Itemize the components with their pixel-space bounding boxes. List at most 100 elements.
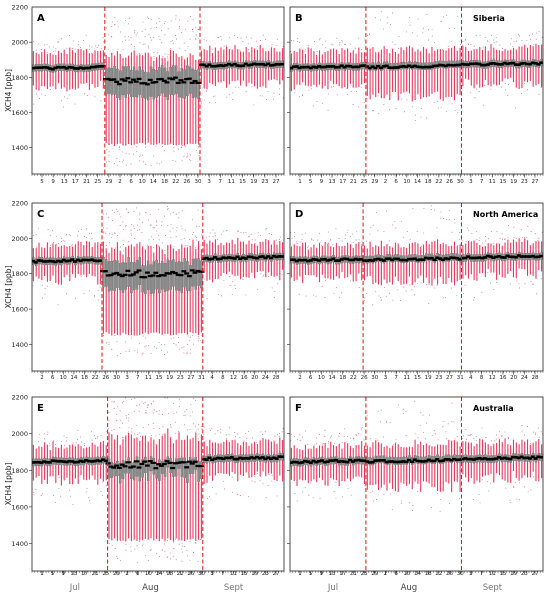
outlier — [147, 18, 149, 20]
outlier — [294, 493, 296, 495]
outlier — [147, 407, 148, 409]
outlier — [535, 433, 537, 435]
x-tick-label: 28 — [532, 375, 539, 381]
outlier — [308, 245, 309, 247]
x-tick-label: 23 — [521, 571, 528, 577]
outlier — [102, 37, 104, 39]
x-tick-label: 8 — [480, 375, 484, 381]
outlier — [175, 344, 177, 346]
outlier — [156, 220, 157, 222]
outlier — [513, 485, 515, 487]
outlier — [85, 34, 87, 36]
box — [121, 262, 125, 293]
outlier — [311, 238, 313, 240]
outlier — [170, 236, 172, 238]
outlier — [526, 39, 528, 41]
outlier — [111, 233, 113, 235]
outlier — [142, 154, 143, 156]
outlier — [262, 483, 264, 485]
outlier — [108, 341, 110, 343]
outlier — [109, 233, 111, 235]
outlier — [498, 243, 500, 245]
outlier — [183, 155, 185, 157]
outlier — [72, 47, 74, 49]
outlier — [366, 240, 368, 242]
outlier — [454, 27, 456, 29]
outlier — [131, 337, 133, 339]
outlier — [267, 485, 269, 487]
outlier — [135, 207, 137, 209]
outlier — [184, 146, 186, 147]
x-tick-label: 14 — [70, 375, 77, 381]
outlier — [231, 476, 233, 478]
outlier — [257, 45, 259, 47]
outlier — [102, 495, 104, 496]
outlier — [214, 235, 216, 237]
outlier — [256, 40, 258, 42]
outlier — [46, 433, 48, 435]
outlier — [327, 109, 329, 111]
outlier — [97, 289, 99, 291]
x-tick-label: 10 — [60, 375, 67, 381]
outlier — [239, 436, 241, 438]
outlier — [250, 233, 252, 235]
outlier — [178, 217, 180, 219]
outlier — [439, 510, 441, 512]
outlier — [265, 228, 267, 229]
outlier — [246, 36, 248, 38]
outlier — [313, 294, 315, 296]
outlier — [161, 42, 163, 44]
outlier — [532, 33, 534, 35]
outlier — [153, 400, 155, 402]
outlier — [296, 500, 298, 502]
outlier — [176, 411, 178, 413]
outlier — [167, 209, 169, 211]
outlier — [437, 439, 439, 441]
outlier — [516, 498, 518, 500]
outlier — [192, 30, 194, 32]
outlier — [39, 97, 41, 99]
outlier — [324, 296, 326, 298]
outlier — [251, 86, 253, 88]
box — [124, 461, 128, 474]
outlier — [159, 38, 161, 40]
box — [135, 70, 139, 98]
x-tick-label: 3 — [207, 179, 211, 185]
outlier — [273, 440, 275, 442]
outlier — [116, 420, 118, 422]
outlier — [276, 38, 278, 40]
outlier — [194, 235, 196, 237]
outlier — [153, 36, 155, 38]
outlier — [161, 344, 163, 346]
outlier — [183, 42, 185, 44]
outlier — [155, 435, 157, 437]
outlier — [120, 540, 122, 542]
outlier — [458, 238, 460, 240]
outlier — [193, 397, 194, 399]
outlier — [191, 334, 193, 336]
outlier — [279, 433, 281, 435]
outlier — [139, 432, 140, 434]
outlier — [158, 556, 160, 558]
outlier — [125, 415, 127, 417]
outlier — [329, 240, 331, 242]
x-tick-label: 2 — [40, 375, 44, 381]
outlier — [198, 433, 200, 435]
outlier — [358, 37, 359, 39]
outlier — [170, 213, 172, 215]
outlier — [131, 144, 133, 146]
outlier — [142, 426, 144, 428]
outlier — [201, 335, 203, 337]
outlier — [335, 287, 337, 289]
box — [132, 461, 136, 481]
outlier — [33, 491, 35, 493]
outlier — [55, 48, 57, 50]
outlier — [175, 421, 176, 423]
outlier — [35, 49, 37, 51]
outlier — [200, 244, 202, 246]
outlier — [134, 350, 136, 352]
outlier — [127, 211, 129, 213]
outlier — [142, 403, 144, 404]
outlier — [316, 101, 318, 102]
